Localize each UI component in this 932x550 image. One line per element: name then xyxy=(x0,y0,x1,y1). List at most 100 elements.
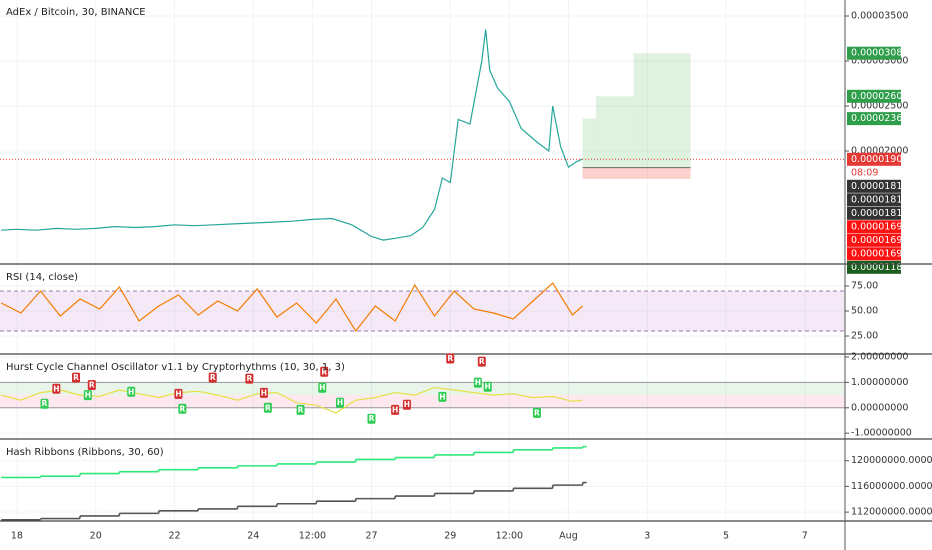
y-tick-label: 1.00000000 xyxy=(851,377,908,388)
target-zone xyxy=(633,53,691,168)
signal-label: R xyxy=(210,373,216,382)
signal-marker xyxy=(174,388,183,399)
x-tick-label: 20 xyxy=(90,531,102,542)
signal-label: H xyxy=(85,391,91,400)
signal-label: H xyxy=(53,384,59,393)
price-badge xyxy=(847,179,901,193)
x-tick-label: 22 xyxy=(168,531,180,542)
price-badge-label: 0.00001815 xyxy=(851,208,908,219)
target-zone xyxy=(582,118,597,168)
price-badge-label: 0.00001815 xyxy=(851,194,908,205)
pane-title: Hurst Cycle Channel Oscillator v1.1 by C… xyxy=(6,362,345,373)
signal-label: R xyxy=(246,374,252,383)
y-tick-label: 50.00 xyxy=(851,306,878,317)
price-badge-label: 0.00001691 xyxy=(851,221,908,232)
y-tick-label: 75.00 xyxy=(851,281,878,292)
y-tick-label: 120000000.00000000 xyxy=(851,455,932,466)
price-badge xyxy=(847,220,901,234)
signal-marker xyxy=(263,402,272,413)
signal-label: R xyxy=(447,354,453,363)
signal-marker xyxy=(208,372,217,383)
y-tick-label: -1.00000000 xyxy=(851,428,912,439)
price-badge xyxy=(847,193,901,207)
target-zone xyxy=(596,96,634,168)
signal-marker xyxy=(367,413,376,424)
signal-label: R xyxy=(89,380,95,389)
signal-label: R xyxy=(73,373,79,382)
price-badge xyxy=(847,247,901,261)
signal-marker xyxy=(320,366,329,377)
signal-marker xyxy=(477,356,486,367)
signal-label: R xyxy=(534,408,540,417)
signal-marker xyxy=(87,379,96,390)
signal-marker xyxy=(296,404,305,415)
signal-label: H xyxy=(128,387,134,396)
signal-label: R xyxy=(321,367,327,376)
x-tick-label: 7 xyxy=(802,531,808,542)
signal-marker xyxy=(40,398,49,409)
price-badge-label: 0.00003087 xyxy=(851,48,908,59)
signal-label: H xyxy=(261,388,267,397)
signal-marker xyxy=(446,353,455,364)
upper-band xyxy=(0,382,845,396)
x-tick-label: 12:00 xyxy=(299,531,326,542)
y-tick-label: 116000000.00000000 xyxy=(851,481,932,492)
x-tick-label: 5 xyxy=(723,531,729,542)
signal-label: H xyxy=(319,383,325,392)
price-badge xyxy=(847,112,901,126)
signal-marker xyxy=(483,381,492,392)
indicator-line xyxy=(0,282,583,333)
signal-marker xyxy=(83,390,92,401)
signal-label: R xyxy=(298,405,304,414)
signal-marker xyxy=(127,386,136,397)
signal-label: R xyxy=(265,403,271,412)
y-tick-label: 112000000.00000000 xyxy=(851,507,932,518)
y-tick-label: 0.00003000 xyxy=(851,56,908,67)
signal-label: H xyxy=(404,400,410,409)
price-badge-label: 0.00002608 xyxy=(851,91,908,102)
price-badge-label: 0.00001908 xyxy=(851,154,908,165)
price-badge-label: 0.00001691 xyxy=(851,248,908,259)
y-tick-label: 0.00003500 xyxy=(851,11,908,22)
price-badge xyxy=(847,233,901,247)
signal-marker xyxy=(335,397,344,408)
signal-marker xyxy=(178,403,187,414)
indicator-line xyxy=(1,386,583,414)
price-badge xyxy=(847,206,901,220)
signal-label: H xyxy=(439,392,445,401)
x-tick-label: Aug xyxy=(559,531,578,542)
signal-marker xyxy=(532,407,541,418)
x-tick-label: 18 xyxy=(11,531,23,542)
price-line xyxy=(1,29,583,241)
signal-marker xyxy=(391,404,400,415)
pane-title: AdEx / Bitcoin, 30, BINANCE xyxy=(6,7,146,18)
signal-marker xyxy=(245,373,254,384)
price-badge-label: 0.00001815 xyxy=(851,181,908,192)
x-tick-label: 29 xyxy=(444,531,456,542)
price-badge xyxy=(847,166,901,180)
y-tick-label: 2.00000000 xyxy=(851,352,908,363)
price-badge-label: 0.00001184 xyxy=(851,262,908,273)
y-tick-label: 0.00000000 xyxy=(851,402,908,413)
signal-label: H xyxy=(485,382,491,391)
price-badge xyxy=(847,89,901,103)
price-badge xyxy=(847,152,901,166)
signal-marker xyxy=(402,399,411,410)
signal-label: H xyxy=(337,398,343,407)
price-badge-label: 0.00001691 xyxy=(851,235,908,246)
signal-label: R xyxy=(42,399,48,408)
x-tick-label: 3 xyxy=(644,531,650,542)
x-tick-label: 24 xyxy=(247,531,259,542)
pane-title: RSI (14, close) xyxy=(6,272,78,283)
signal-label: R xyxy=(369,414,375,423)
signal-label: R xyxy=(180,404,186,413)
signal-marker xyxy=(473,377,482,388)
signal-marker xyxy=(438,391,447,402)
pane-title: Hash Ribbons (Ribbons, 30, 60) xyxy=(6,447,164,458)
signal-label: H xyxy=(175,389,181,398)
price-badge-label: 0.00002360 xyxy=(851,113,908,124)
signal-marker xyxy=(259,387,268,398)
signal-marker xyxy=(72,372,81,383)
